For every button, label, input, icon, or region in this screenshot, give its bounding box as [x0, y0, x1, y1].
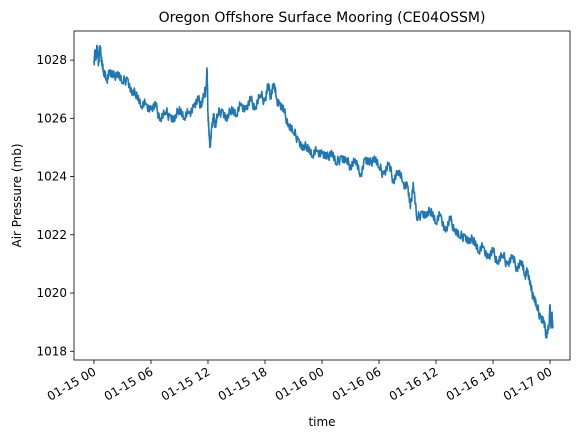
x-tick-label: 01-17 00: [501, 364, 555, 403]
y-tick-label: 1028: [36, 53, 67, 67]
x-tick-label: 01-16 06: [330, 364, 384, 403]
x-tick-label: 01-15 12: [159, 364, 213, 403]
y-axis: 1018 1020 1022 1024 1026 1028: [36, 53, 74, 358]
x-axis-label: time: [308, 415, 335, 429]
x-tick-label: 01-16 12: [387, 364, 441, 403]
x-tick-label: 01-16 18: [444, 364, 498, 403]
chart-title: Oregon Offshore Surface Mooring (CE04OSS…: [159, 10, 486, 26]
x-tick-label: 01-15 06: [102, 364, 156, 403]
y-tick-label: 1020: [36, 286, 67, 300]
y-tick-label: 1026: [36, 111, 67, 125]
y-tick-label: 1018: [36, 344, 67, 358]
x-tick-label: 01-15 18: [216, 364, 270, 403]
series-line-0: [93, 44, 554, 339]
plot-frame: [73, 30, 571, 361]
x-tick-label: 01-15 00: [45, 364, 99, 403]
plot-area: [73, 30, 571, 361]
x-axis: 01-15 00 01-15 06 01-15 12 01-15 18 01-16 00…: [45, 360, 555, 404]
y-tick-label: 1024: [36, 170, 67, 184]
y-axis-label: Air Pressure (mb): [10, 143, 24, 247]
x-tick-label: 01-16 00: [273, 364, 327, 403]
y-tick-label: 1022: [36, 228, 67, 242]
